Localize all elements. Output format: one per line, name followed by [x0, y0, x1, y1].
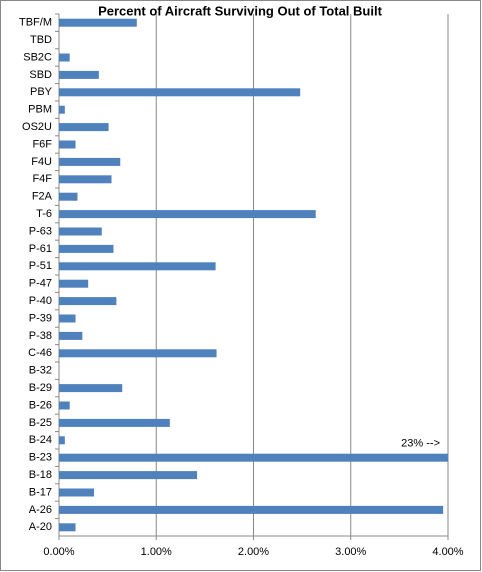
y-tick-label: F6F: [32, 138, 52, 150]
bar: [59, 53, 70, 62]
y-tick-label: A-26: [29, 504, 52, 516]
bar: [59, 210, 316, 219]
y-tick-label: P-40: [29, 295, 52, 307]
y-tick-label: B-18: [29, 469, 52, 481]
x-tick-label: 4.00%: [432, 546, 463, 558]
bar: [59, 70, 99, 79]
bars: [59, 18, 448, 532]
y-tick-label: SBD: [29, 69, 52, 81]
bar: [59, 349, 217, 358]
y-tick-label: F4U: [31, 156, 52, 168]
bar: [59, 314, 76, 323]
y-tick-label: P-38: [29, 330, 52, 342]
y-tick-label: SB2C: [23, 51, 52, 63]
bar: [59, 488, 95, 497]
y-tick-label: PBM: [28, 104, 52, 116]
y-tick-label: T-6: [36, 208, 52, 220]
y-tick-label: B-25: [29, 417, 52, 429]
bar: [59, 418, 170, 427]
y-tick-label: TBF/M: [19, 17, 52, 29]
bar: [59, 523, 76, 532]
bar: [59, 453, 448, 462]
y-tick-label: B-23: [29, 452, 52, 464]
bar: [59, 140, 76, 149]
y-tick-label: PBY: [30, 86, 53, 98]
bar: [59, 505, 444, 514]
bar: [59, 471, 198, 480]
y-tick-label: C-46: [28, 347, 52, 359]
y-tick-label: P-51: [29, 260, 52, 272]
y-tick-label: F2A: [32, 191, 53, 203]
bar: [59, 262, 216, 271]
y-tick-label: B-32: [29, 365, 52, 377]
y-tick-label: TBD: [30, 34, 52, 46]
bar: [59, 88, 301, 97]
bar: [59, 157, 121, 166]
y-tick-label: B-29: [29, 382, 52, 394]
y-tick-label: P-47: [29, 278, 52, 290]
y-tick-label: A-20: [29, 521, 52, 533]
y-tick-label: P-63: [29, 225, 52, 237]
x-tick-label: 0.00%: [43, 546, 74, 558]
x-tick-label: 2.00%: [238, 546, 269, 558]
bar: [59, 192, 78, 201]
bar: [59, 436, 65, 445]
bar: [59, 384, 123, 393]
bar: [59, 401, 70, 410]
y-tick-label: P-61: [29, 243, 52, 255]
y-tick-label: F4F: [32, 173, 52, 185]
bar: [59, 18, 137, 27]
bar: [59, 297, 117, 306]
bar: [59, 175, 112, 184]
x-tick-label: 1.00%: [141, 546, 172, 558]
bar: [59, 244, 114, 253]
x-tick-label: 3.00%: [335, 546, 366, 558]
bar: [59, 331, 83, 340]
chart-title: Percent of Aircraft Surviving Out of Tot…: [98, 3, 383, 18]
y-tick-label: B-17: [29, 486, 52, 498]
bar: [59, 105, 65, 114]
y-tick-label: B-24: [29, 434, 52, 446]
y-tick-label: B-26: [29, 399, 52, 411]
y-tick-label: P-39: [29, 312, 52, 324]
bar: [59, 279, 89, 288]
bar: [59, 123, 109, 132]
annotation: 23% -->: [401, 438, 440, 450]
y-tick-label: OS2U: [22, 121, 52, 133]
labels: 0.00% 1.00% 2.00% 3.00% 4.00% TBF/M TBD SB2C SBD…: [19, 13, 464, 558]
bar: [59, 227, 102, 236]
